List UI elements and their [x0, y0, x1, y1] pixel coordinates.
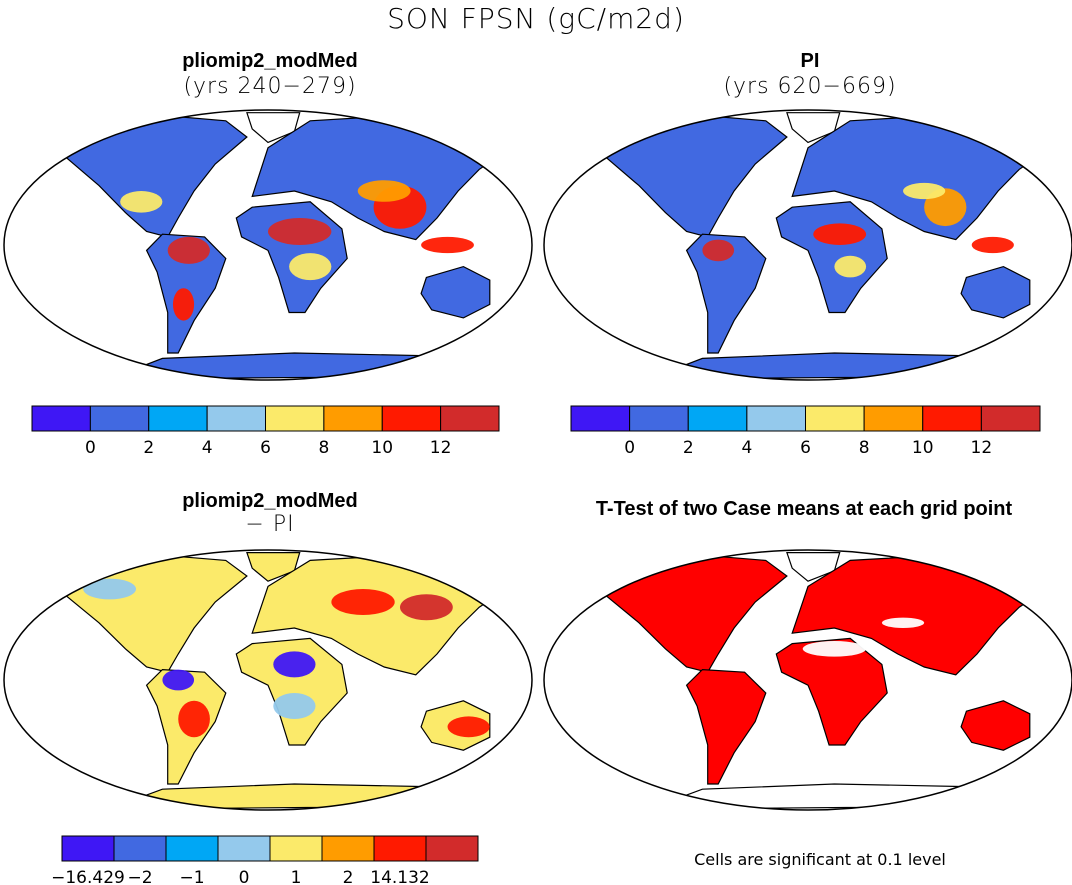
continent-greenland [786, 551, 841, 582]
continent-greenland [246, 551, 301, 582]
panel-4-title: T-Test of two Case means at each grid po… [595, 498, 1013, 520]
colorbar-swatch [321, 835, 375, 862]
continent-africa [235, 637, 348, 746]
colorbar-tick-label: −2 [127, 868, 152, 885]
colorbar-tick-label: 4 [202, 438, 213, 458]
map-panel-1 [3, 109, 533, 381]
field-patch [357, 180, 411, 202]
map-panel-4 [543, 549, 1072, 811]
colorbar-swatch [113, 835, 167, 862]
continent-australia [420, 265, 491, 319]
field-patch [162, 669, 195, 691]
colorbar-swatch [746, 405, 806, 432]
field-patch [83, 578, 136, 600]
map-panel-2 [543, 109, 1072, 381]
colorbar-absolute-left: 0 2 4 6 8 10 12 [31, 405, 500, 458]
field-patch [834, 255, 867, 278]
colorbar-swatch [265, 405, 325, 432]
field-patch [400, 594, 453, 621]
colorbar-swatch [217, 835, 271, 862]
colorbar-swatch [165, 835, 219, 862]
colorbar-tick-label: 0 [85, 438, 96, 458]
continent-australia [960, 265, 1031, 319]
field-patch [421, 236, 474, 254]
field-patch [881, 617, 925, 628]
field-patch [172, 288, 195, 321]
continent-eurasia [251, 554, 512, 676]
field-patch [331, 589, 395, 615]
field-patch [268, 218, 332, 245]
panel-1-subtitle: (yrs 240−279) [183, 74, 357, 99]
field-patch [167, 236, 210, 264]
field-patch [802, 641, 867, 657]
field-patch [289, 253, 332, 281]
continent-greenland [786, 112, 841, 144]
significance-note: Cells are significant at 0.1 level [694, 850, 946, 869]
colorbar-tick-label: 10 [371, 438, 393, 458]
panel-1-title: pliomip2_modMed [182, 50, 358, 72]
colorbar-tick-label: 10 [912, 438, 934, 458]
colorbar-swatch [206, 405, 266, 432]
colorbar-swatch [61, 835, 115, 862]
colorbar-swatch [863, 405, 924, 432]
colorbar-swatch [570, 405, 631, 432]
panel-3-title: pliomip2_modMed [182, 490, 358, 512]
colorbar-swatch [323, 405, 383, 432]
colorbar-tick-label: 2 [143, 438, 154, 458]
colorbar-tick-label: 12 [430, 438, 452, 458]
colorbar-tick-label: 12 [971, 438, 993, 458]
colorbar-tick-label: 1 [291, 868, 302, 885]
colorbar-tick-label: 4 [741, 438, 752, 458]
continent-eurasia [791, 554, 1052, 676]
colorbar-tick-label: 2 [683, 438, 694, 458]
field-patch [702, 239, 735, 262]
field-patch [273, 693, 316, 719]
colorbar-tick-label: 8 [859, 438, 870, 458]
colorbar-swatch [269, 835, 323, 862]
field-patch [178, 700, 210, 738]
colorbar-swatch [381, 405, 442, 432]
field-patch [903, 182, 946, 200]
colorbar-difference: −16.429 −2 −1 0 1 2 14.132 [51, 835, 479, 885]
colorbar-tick-label: 8 [318, 438, 329, 458]
colorbar-tick-label: −16.429 [51, 868, 125, 885]
map-panel-3 [3, 549, 533, 811]
colorbar-swatch [922, 405, 982, 432]
continent-australia [960, 700, 1031, 751]
field-patch [273, 651, 316, 678]
continent-eurasia [791, 114, 1052, 241]
panel-2-title: PI [800, 50, 820, 72]
colorbar-swatch [980, 405, 1041, 432]
colorbar-swatch [629, 405, 689, 432]
colorbar-swatch [31, 405, 91, 432]
colorbar-tick-label: 6 [800, 438, 811, 458]
field-patch [447, 716, 490, 738]
field-patch [971, 236, 1014, 254]
colorbar-swatch [89, 405, 150, 432]
colorbar-absolute-right: 0 2 4 6 8 10 12 [570, 405, 1041, 458]
colorbar-swatch [805, 405, 865, 432]
panel-2-subtitle: (yrs 620−669) [723, 74, 897, 99]
continent-africa [775, 637, 888, 746]
colorbar-tick-label: 0 [624, 438, 635, 458]
field-patch [120, 191, 163, 213]
continent-samerica [685, 233, 767, 354]
colorbar-tick-label: 0 [239, 868, 250, 885]
continent-samerica [685, 668, 767, 785]
field-patch [813, 223, 867, 245]
colorbar-swatch [373, 835, 427, 862]
panel-3-subtitle: − PI [245, 512, 295, 537]
colorbar-tick-label: 14.132 [370, 868, 429, 885]
colorbar-swatch [687, 405, 748, 432]
colorbar-tick-label: −1 [179, 868, 204, 885]
continent-eurasia [251, 114, 512, 241]
colorbar-swatch [425, 835, 479, 862]
figure-title: SON FPSN (gC/m2d) [387, 2, 685, 35]
colorbar-tick-label: 2 [343, 868, 354, 885]
continent-greenland [246, 112, 301, 144]
colorbar-tick-label: 6 [260, 438, 271, 458]
colorbar-swatch [148, 405, 208, 432]
colorbar-swatch [440, 405, 500, 432]
